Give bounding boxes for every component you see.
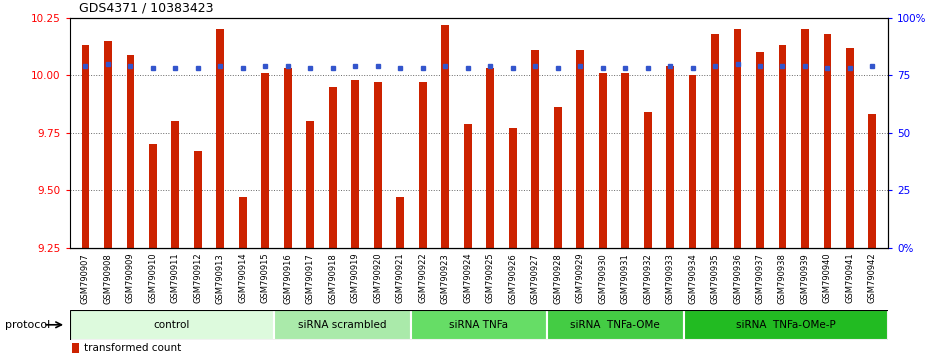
- Text: GSM790938: GSM790938: [778, 253, 787, 304]
- Text: protocol: protocol: [5, 320, 50, 330]
- Text: control: control: [153, 320, 191, 330]
- Bar: [72, 343, 79, 353]
- Text: GSM790913: GSM790913: [216, 253, 225, 303]
- Text: GSM790935: GSM790935: [711, 253, 720, 303]
- Text: GSM790942: GSM790942: [868, 253, 877, 303]
- Bar: [149, 144, 157, 248]
- Bar: [684, 310, 888, 340]
- Bar: [82, 45, 89, 248]
- Bar: [688, 75, 697, 248]
- Text: GSM790924: GSM790924: [463, 253, 472, 303]
- Bar: [442, 24, 449, 248]
- Bar: [621, 73, 629, 248]
- Bar: [411, 310, 547, 340]
- Text: GSM790931: GSM790931: [620, 253, 630, 303]
- Bar: [599, 73, 606, 248]
- Text: GSM790919: GSM790919: [351, 253, 360, 303]
- Text: GSM790917: GSM790917: [306, 253, 315, 303]
- Bar: [217, 29, 224, 248]
- Bar: [239, 197, 246, 248]
- Text: siRNA scrambled: siRNA scrambled: [299, 320, 387, 330]
- Bar: [329, 87, 337, 248]
- Bar: [306, 121, 314, 248]
- Bar: [823, 34, 831, 248]
- Text: GSM790918: GSM790918: [328, 253, 338, 303]
- Bar: [261, 73, 270, 248]
- Text: GSM790916: GSM790916: [284, 253, 292, 303]
- Text: GSM790939: GSM790939: [801, 253, 809, 303]
- Bar: [547, 310, 684, 340]
- Text: GSM790929: GSM790929: [576, 253, 585, 303]
- Text: GSM790932: GSM790932: [643, 253, 652, 303]
- Text: GSM790925: GSM790925: [485, 253, 495, 303]
- Text: GSM790940: GSM790940: [823, 253, 832, 303]
- Text: GSM790911: GSM790911: [171, 253, 179, 303]
- Bar: [352, 80, 359, 248]
- Bar: [70, 310, 274, 340]
- Text: GSM790910: GSM790910: [149, 253, 157, 303]
- Bar: [509, 128, 516, 248]
- Text: siRNA  TNFa-OMe-P: siRNA TNFa-OMe-P: [736, 320, 836, 330]
- Bar: [126, 55, 135, 248]
- Bar: [104, 41, 112, 248]
- Text: GSM790909: GSM790909: [126, 253, 135, 303]
- Bar: [553, 108, 562, 248]
- Text: GSM790933: GSM790933: [666, 253, 674, 304]
- Bar: [194, 151, 202, 248]
- Text: GSM790908: GSM790908: [103, 253, 113, 303]
- Text: GSM790920: GSM790920: [373, 253, 382, 303]
- Text: GSM790907: GSM790907: [81, 253, 90, 303]
- Bar: [869, 114, 876, 248]
- Text: GSM790937: GSM790937: [755, 253, 764, 304]
- Bar: [711, 34, 719, 248]
- Bar: [756, 52, 764, 248]
- Bar: [666, 66, 674, 248]
- Bar: [846, 48, 854, 248]
- Text: GSM790915: GSM790915: [260, 253, 270, 303]
- Bar: [374, 82, 381, 248]
- Text: GSM790923: GSM790923: [441, 253, 450, 303]
- Bar: [778, 45, 787, 248]
- Text: GSM790912: GSM790912: [193, 253, 203, 303]
- Text: GSM790922: GSM790922: [418, 253, 427, 303]
- Bar: [531, 50, 539, 248]
- Bar: [171, 121, 179, 248]
- Text: GSM790927: GSM790927: [531, 253, 539, 303]
- Text: siRNA  TNFa-OMe: siRNA TNFa-OMe: [570, 320, 660, 330]
- Text: GSM790936: GSM790936: [733, 253, 742, 304]
- Bar: [274, 310, 411, 340]
- Bar: [801, 29, 809, 248]
- Bar: [284, 68, 292, 248]
- Text: siRNA TNFa: siRNA TNFa: [449, 320, 509, 330]
- Bar: [644, 112, 652, 248]
- Bar: [734, 29, 741, 248]
- Text: GSM790914: GSM790914: [238, 253, 247, 303]
- Text: GSM790926: GSM790926: [508, 253, 517, 303]
- Text: GSM790934: GSM790934: [688, 253, 698, 303]
- Bar: [486, 68, 494, 248]
- Text: GSM790941: GSM790941: [845, 253, 855, 303]
- Text: GSM790928: GSM790928: [553, 253, 562, 303]
- Text: GSM790930: GSM790930: [598, 253, 607, 303]
- Text: GSM790921: GSM790921: [396, 253, 405, 303]
- Text: transformed count: transformed count: [84, 343, 181, 353]
- Text: GDS4371 / 10383423: GDS4371 / 10383423: [79, 1, 214, 14]
- Bar: [464, 124, 472, 248]
- Bar: [418, 82, 427, 248]
- Bar: [396, 197, 405, 248]
- Bar: [577, 50, 584, 248]
